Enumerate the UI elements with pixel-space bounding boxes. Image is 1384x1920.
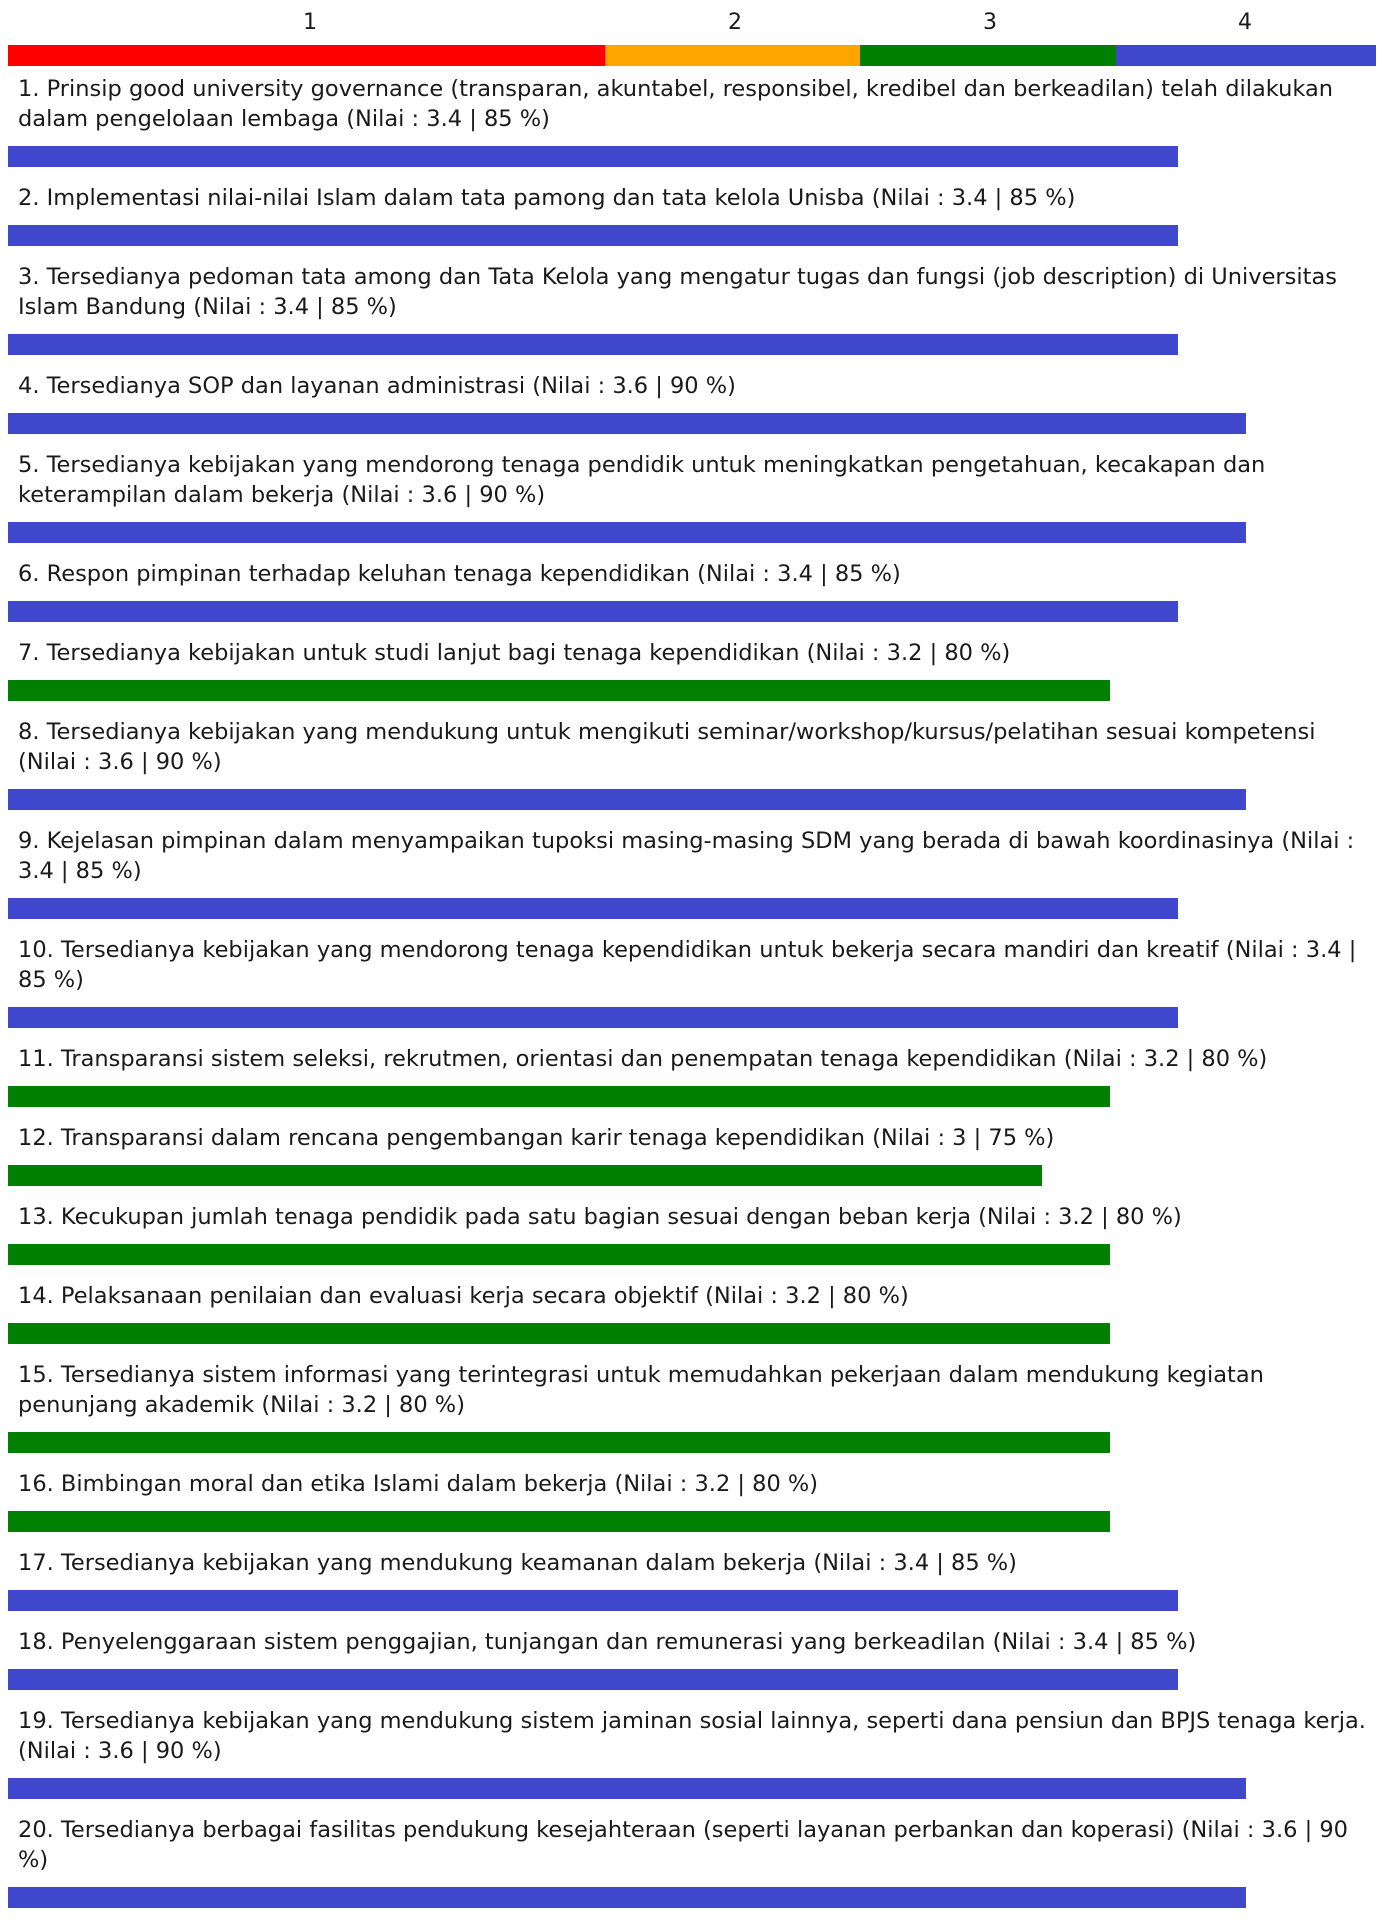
item-label: 3. Tersedianya pedoman tata among dan Ta… [18, 264, 1337, 320]
item-label: 7. Tersedianya kebijakan untuk studi lan… [18, 640, 1011, 666]
item-label: 19. Tersedianya kebijakan yang mendukung… [18, 1708, 1366, 1764]
survey-item: 3. Tersedianya pedoman tata among dan Ta… [0, 258, 1384, 355]
item-bar [8, 1244, 1110, 1265]
survey-item: 19. Tersedianya kebijakan yang mendukung… [0, 1702, 1384, 1799]
scale-tick-label: 1 [303, 10, 317, 35]
survey-item: 2. Implementasi nilai-nilai Islam dalam … [0, 179, 1384, 246]
item-bar-track [0, 1887, 1384, 1908]
item-bar [8, 146, 1178, 167]
scale-segment-3 [860, 45, 1116, 66]
scale-segment-4 [1116, 45, 1376, 66]
survey-item: 9. Kejelasan pimpinan dalam menyampaikan… [0, 822, 1384, 919]
scale-tick-label: 4 [1238, 10, 1252, 35]
survey-item: 7. Tersedianya kebijakan untuk studi lan… [0, 634, 1384, 701]
item-label: 11. Transparansi sistem seleksi, rekrutm… [18, 1046, 1268, 1072]
item-bar-track [0, 1007, 1384, 1028]
survey-item: 20. Tersedianya berbagai fasilitas pendu… [0, 1811, 1384, 1908]
item-label: 9. Kejelasan pimpinan dalam menyampaikan… [18, 828, 1355, 884]
item-bar-track [0, 146, 1384, 167]
item-bar-track [0, 789, 1384, 810]
item-label: 17. Tersedianya kebijakan yang mendukung… [18, 1550, 1017, 1576]
item-label: 15. Tersedianya sistem informasi yang te… [18, 1362, 1264, 1418]
survey-item: 11. Transparansi sistem seleksi, rekrutm… [0, 1040, 1384, 1107]
survey-item: 5. Tersedianya kebijakan yang mendorong … [0, 446, 1384, 543]
item-bar-track [0, 1086, 1384, 1107]
item-bar-track [0, 680, 1384, 701]
item-bar [8, 898, 1178, 919]
item-bar-track [0, 225, 1384, 246]
item-bar [8, 789, 1246, 810]
item-label: 20. Tersedianya berbagai fasilitas pendu… [18, 1817, 1348, 1873]
item-bar [8, 1887, 1246, 1908]
item-bar [8, 334, 1178, 355]
item-bar [8, 1086, 1110, 1107]
item-label: 14. Pelaksanaan penilaian dan evaluasi k… [18, 1283, 909, 1309]
survey-item: 12. Transparansi dalam rencana pengemban… [0, 1119, 1384, 1186]
item-bar-track [0, 1778, 1384, 1799]
item-list: 1. Prinsip good university governance (t… [0, 70, 1384, 1920]
survey-item: 6. Respon pimpinan terhadap keluhan tena… [0, 555, 1384, 622]
item-bar [8, 1432, 1110, 1453]
item-bar-track [0, 1323, 1384, 1344]
item-bar [8, 225, 1178, 246]
survey-item: 8. Tersedianya kebijakan yang mendukung … [0, 713, 1384, 810]
item-bar-track [0, 1590, 1384, 1611]
item-bar-track [0, 1432, 1384, 1453]
item-bar-track [0, 413, 1384, 434]
item-bar-track [0, 1511, 1384, 1532]
survey-item: 13. Kecukupan jumlah tenaga pendidik pad… [0, 1198, 1384, 1265]
item-bar [8, 1590, 1178, 1611]
item-label: 8. Tersedianya kebijakan yang mendukung … [18, 719, 1316, 775]
item-bar-track [0, 1244, 1384, 1265]
survey-item: 10. Tersedianya kebijakan yang mendorong… [0, 931, 1384, 1028]
item-label: 5. Tersedianya kebijakan yang mendorong … [18, 452, 1266, 508]
item-label: 16. Bimbingan moral dan etika Islami dal… [18, 1471, 819, 1497]
scale-segment-2 [605, 45, 860, 66]
item-label: 10. Tersedianya kebijakan yang mendorong… [18, 937, 1357, 993]
survey-item: 16. Bimbingan moral dan etika Islami dal… [0, 1465, 1384, 1532]
scale-header: 1 2 3 4 [0, 0, 1384, 68]
item-label: 18. Penyelenggaraan sistem penggajian, t… [18, 1629, 1197, 1655]
item-bar [8, 1007, 1178, 1028]
item-label: 6. Respon pimpinan terhadap keluhan tena… [18, 561, 901, 587]
item-bar-track [0, 898, 1384, 919]
item-bar-track [0, 334, 1384, 355]
survey-item: 1. Prinsip good university governance (t… [0, 70, 1384, 167]
item-bar-track [0, 1669, 1384, 1690]
item-bar [8, 1511, 1110, 1532]
scale-tick-label: 2 [728, 10, 742, 35]
survey-item: 17. Tersedianya kebijakan yang mendukung… [0, 1544, 1384, 1611]
item-bar [8, 601, 1178, 622]
survey-item: 14. Pelaksanaan penilaian dan evaluasi k… [0, 1277, 1384, 1344]
item-bar-track [0, 1165, 1384, 1186]
item-label: 1. Prinsip good university governance (t… [18, 76, 1334, 132]
scale-segment-1 [8, 45, 605, 66]
survey-item: 15. Tersedianya sistem informasi yang te… [0, 1356, 1384, 1453]
item-bar [8, 1669, 1178, 1690]
item-bar [8, 413, 1246, 434]
scale-tick-label: 3 [983, 10, 997, 35]
item-bar [8, 1323, 1110, 1344]
item-label: 4. Tersedianya SOP dan layanan administr… [18, 373, 736, 399]
item-bar-track [0, 601, 1384, 622]
survey-item: 4. Tersedianya SOP dan layanan administr… [0, 367, 1384, 434]
item-label: 2. Implementasi nilai-nilai Islam dalam … [18, 185, 1076, 211]
item-bar-track [0, 522, 1384, 543]
item-bar [8, 522, 1246, 543]
item-label: 13. Kecukupan jumlah tenaga pendidik pad… [18, 1204, 1182, 1230]
survey-item: 18. Penyelenggaraan sistem penggajian, t… [0, 1623, 1384, 1690]
item-bar [8, 1778, 1246, 1799]
item-bar [8, 1165, 1042, 1186]
item-label: 12. Transparansi dalam rencana pengemban… [18, 1125, 1055, 1151]
item-bar [8, 680, 1110, 701]
